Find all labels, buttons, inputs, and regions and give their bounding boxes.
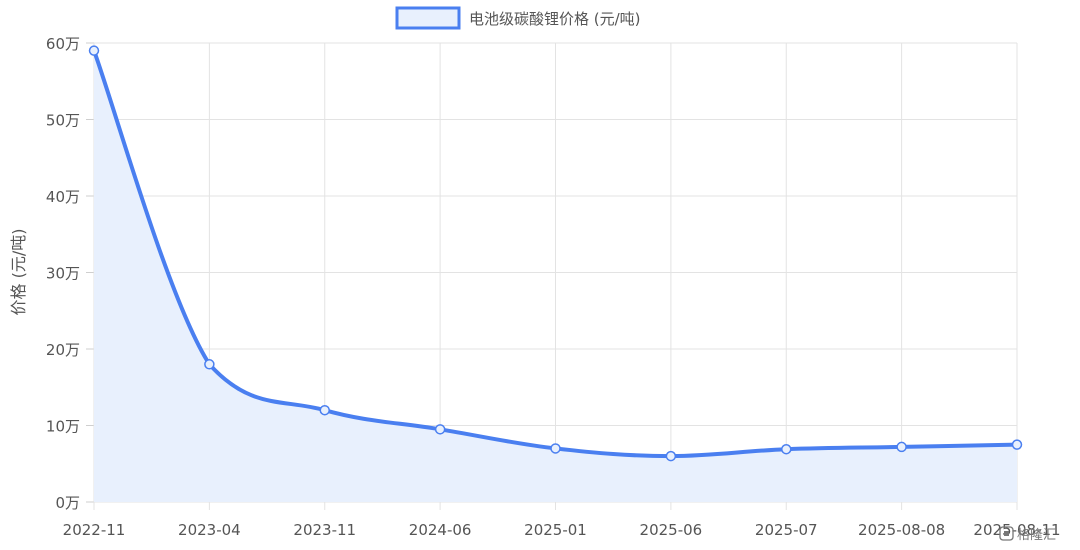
y-tick-label: 10万 xyxy=(46,418,80,436)
data-point-2024-06[interactable] xyxy=(434,424,446,435)
y-tick-label: 40万 xyxy=(46,188,80,206)
y-tick-label: 50万 xyxy=(46,112,80,130)
data-point-2025-07[interactable] xyxy=(781,443,792,455)
y-axis-ticks: 0万 10万 20万 30万 40万 50万 60万 xyxy=(46,35,80,512)
x-tick-label: 2025-08-11 xyxy=(973,521,1060,539)
legend[interactable]: 电池级碳酸锂价格 (元/吨) xyxy=(395,6,641,30)
watermark: 格隆汇 xyxy=(999,526,1056,543)
series-line-path xyxy=(92,48,1019,459)
legend-swatch xyxy=(395,6,461,30)
data-point-2022-11[interactable] xyxy=(88,45,100,56)
y-axis-title: 价格 (元/吨) xyxy=(9,229,28,316)
x-tick-label: 2023-11 xyxy=(293,521,356,539)
data-points xyxy=(88,45,1023,462)
data-point-2023-11[interactable] xyxy=(319,404,330,416)
gelonghui-logo-icon xyxy=(999,526,1014,541)
data-point-2025-08-08[interactable] xyxy=(896,441,907,453)
series-area xyxy=(94,50,1017,503)
watermark-text: 格隆汇 xyxy=(1017,527,1056,543)
x-tick-label: 2023-04 xyxy=(178,521,241,539)
x-tick-label: 2024-06 xyxy=(409,521,472,539)
legend-label: 电池级碳酸锂价格 (元/吨) xyxy=(469,10,641,28)
data-point-2025-08-11[interactable] xyxy=(1011,439,1023,450)
y-tick-label: 60万 xyxy=(46,35,80,53)
data-point-2025-01[interactable] xyxy=(550,443,561,454)
y-tick-label: 30万 xyxy=(46,265,80,283)
data-point-2025-06[interactable] xyxy=(665,450,677,462)
area-fill xyxy=(94,50,1017,503)
series-line xyxy=(92,48,1019,459)
data-point-2023-04[interactable] xyxy=(204,359,215,370)
y-tick-label: 20万 xyxy=(46,341,80,359)
x-tick-label: 2025-01 xyxy=(524,521,587,539)
x-tick-label: 2025-07 xyxy=(755,521,818,539)
x-tick-label: 2025-08-08 xyxy=(858,521,945,539)
x-tick-label: 2022-11 xyxy=(63,521,126,539)
x-axis-ticks: 2022-11 2023-04 2023-11 2024-06 2025-01 2025-… xyxy=(63,521,1061,539)
y-tick-label: 0万 xyxy=(55,494,80,512)
x-tick-label: 2025-06 xyxy=(640,521,703,539)
